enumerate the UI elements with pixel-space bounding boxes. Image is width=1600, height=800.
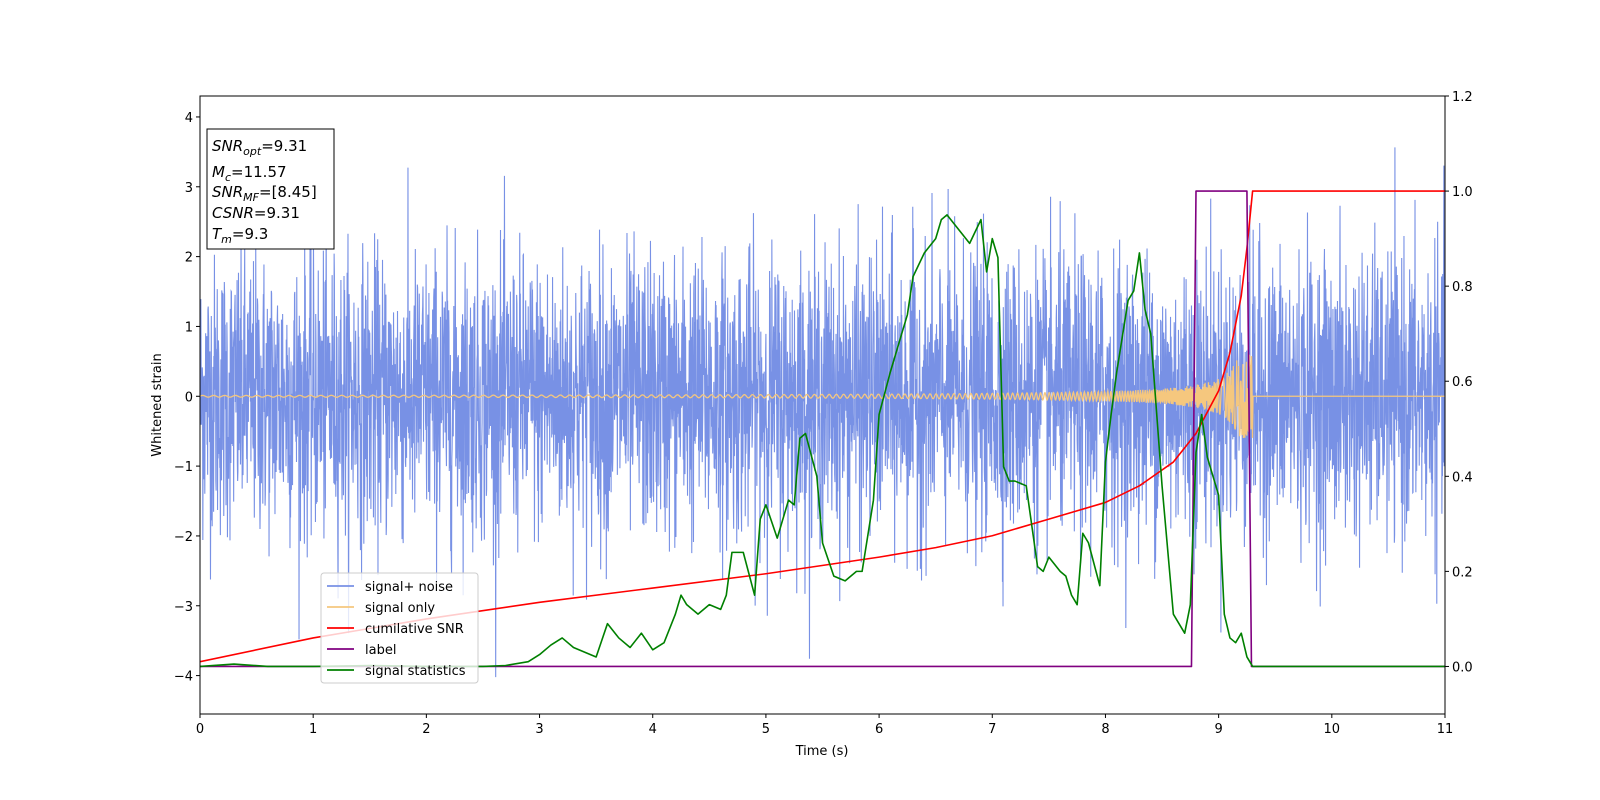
y-axis-right: 0.0 0.2 0.4 0.6 0.8 1.0 1.2 bbox=[1445, 90, 1473, 675]
y-tick-label: −3 bbox=[174, 600, 193, 615]
legend-label: signal statistics bbox=[365, 664, 466, 679]
series-lines bbox=[200, 190, 1445, 668]
y2-tick-label: 1.0 bbox=[1452, 185, 1473, 200]
x-tick-label: 1 bbox=[309, 722, 317, 737]
info-snr-mf: SNRMF=[8.45] bbox=[212, 183, 317, 204]
y2-tick-label: 0.8 bbox=[1452, 280, 1473, 295]
y-tick-label: −2 bbox=[174, 530, 193, 545]
x-tick-label: 7 bbox=[988, 722, 996, 737]
x-tick-label: 4 bbox=[649, 722, 657, 737]
legend-label: cumilative SNR bbox=[365, 622, 464, 637]
y2-tick-label: 0.4 bbox=[1452, 470, 1473, 485]
plot-frame bbox=[199, 95, 1446, 715]
x-tick-label: 3 bbox=[535, 722, 543, 737]
y-tick-label: 0 bbox=[185, 390, 193, 405]
y2-tick-label: 0.0 bbox=[1452, 660, 1473, 675]
chirp-line bbox=[200, 354, 1445, 439]
y-tick-label: 3 bbox=[185, 181, 193, 196]
info-chirp-mass: Mc=11.57 bbox=[212, 163, 287, 184]
y2-tick-label: 0.2 bbox=[1452, 565, 1473, 580]
y-tick-label: 2 bbox=[185, 251, 193, 266]
y2-tick-label: 1.2 bbox=[1452, 90, 1473, 105]
info-box: SNRopt=9.31 Mc=11.57 SNRMF=[8.45] CSNR=9… bbox=[206, 128, 335, 250]
legend: signal+ noise signal only cumilative SNR la… bbox=[320, 572, 479, 684]
x-axis-label: Time (s) bbox=[795, 744, 849, 759]
x-axis: 0 1 2 3 4 5 6 7 8 9 10 11 bbox=[196, 714, 1453, 737]
series-line-cumilative-snr bbox=[200, 190, 1445, 663]
x-tick-label: 6 bbox=[875, 722, 883, 737]
y-tick-label: 1 bbox=[185, 320, 193, 335]
legend-frame bbox=[320, 572, 479, 684]
x-tick-label: 9 bbox=[1214, 722, 1222, 737]
x-tick-label: 10 bbox=[1324, 722, 1341, 737]
info-snr-opt: SNRopt=9.31 bbox=[212, 137, 307, 158]
y-tick-label: −1 bbox=[174, 460, 193, 475]
x-tick-label: 2 bbox=[422, 722, 430, 737]
legend-label: signal only bbox=[365, 601, 435, 616]
series-line-signal-statistics bbox=[200, 214, 1445, 668]
series-signal-only bbox=[200, 354, 1445, 439]
y2-tick-label: 0.6 bbox=[1452, 375, 1473, 390]
x-tick-label: 0 bbox=[196, 722, 204, 737]
info-box-frame bbox=[206, 128, 335, 250]
legend-label: label bbox=[365, 643, 396, 658]
x-tick-label: 5 bbox=[762, 722, 770, 737]
y-axis-left: −4 −3 −2 −1 0 1 2 3 4 bbox=[174, 111, 200, 685]
info-tm: Tm=9.3 bbox=[212, 225, 268, 246]
y-axis-label: Whitened strain bbox=[150, 353, 165, 456]
x-tick-label: 8 bbox=[1101, 722, 1109, 737]
y-tick-label: −4 bbox=[174, 670, 193, 685]
y-tick-label: 4 bbox=[185, 111, 193, 126]
legend-label: signal+ noise bbox=[365, 580, 453, 595]
info-csnr: CSNR=9.31 bbox=[212, 204, 300, 222]
x-tick-label: 11 bbox=[1437, 722, 1454, 737]
